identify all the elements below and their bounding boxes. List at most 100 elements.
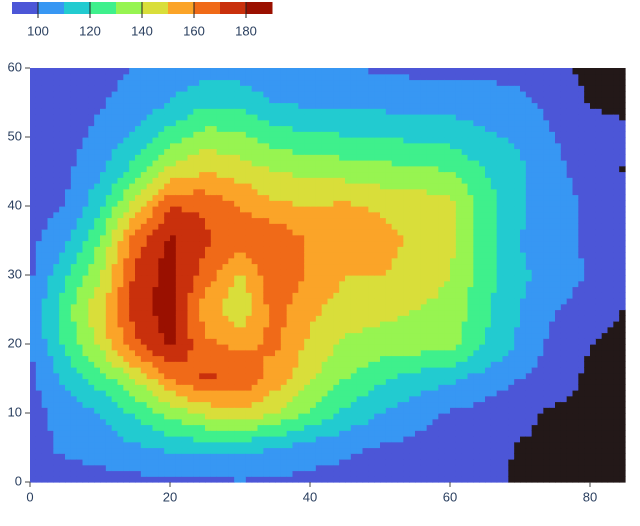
contour-cell [339,447,346,454]
contour-cell [275,269,282,276]
contour-cell [560,430,568,437]
contour-cell [385,453,393,460]
contour-cell [304,447,311,454]
contour-cell [368,413,375,420]
contour-cell [280,470,288,477]
contour-cell [82,395,89,403]
contour-cell [409,459,416,466]
contour-cell [181,344,189,351]
contour-cell [566,430,574,437]
contour-cell [280,344,288,351]
contour-cell [485,229,492,236]
contour-cell [240,326,247,334]
contour-cell [140,361,148,368]
contour-cell [531,372,539,380]
contour-cell [228,292,235,299]
contour-cell [473,229,480,236]
contour-cell [158,372,165,380]
contour-cell [205,413,212,420]
contour-cell [257,309,264,316]
contour-cell [560,378,568,385]
contour-cell [420,372,428,380]
contour-cell [595,315,603,322]
contour-cell [455,424,463,431]
contour-cell [415,303,422,311]
contour-cell [269,280,276,288]
contour-cell [333,372,340,380]
contour-cell [222,275,229,282]
contour-cell [304,303,311,311]
contour-cell [269,418,276,426]
contour-cell [94,436,101,443]
contour-cell [100,390,107,397]
contour-cell [496,240,504,247]
contour-cell [234,453,241,460]
contour-cell [199,223,206,230]
contour-cell [374,355,381,362]
contour-cell [216,407,224,414]
contour-cell [298,441,305,449]
contour-cell [426,217,434,224]
contour-cell [304,441,311,449]
contour-cell [362,286,369,293]
contour-cell [362,223,369,230]
contour-cell [438,390,445,397]
contour-cell [590,413,597,420]
contour-cell [450,298,457,305]
contour-cell [415,315,422,322]
contour-cell [76,332,84,339]
contour-cell [339,257,346,265]
contour-cell [362,441,369,449]
contour-cell [356,459,364,466]
contour-cell [520,206,527,213]
contour-cell [251,378,259,385]
contour-cell [59,321,66,328]
contour-cell [100,361,107,368]
contour-cell [234,206,241,213]
contour-cell [240,459,247,466]
contour-cell [339,384,346,391]
contour-cell [187,401,194,408]
contour-cell [520,378,527,385]
contour-cell [245,453,253,460]
contour-cell [514,223,521,230]
contour-cell [216,298,224,305]
contour-cell [426,240,434,247]
contour-cell [490,332,498,339]
contour-cell [298,234,305,242]
contour-cell [315,395,323,403]
contour-cell [385,269,393,276]
contour-cell [432,263,439,270]
contour-cell [275,246,282,253]
contour-cell [187,332,194,339]
contour-cell [566,206,574,213]
contour-cell [397,217,404,224]
contour-cell [286,401,294,408]
contour-cell [397,436,404,443]
contour-cell [269,246,276,253]
contour-cell [263,476,270,483]
contour-cell [496,217,504,224]
contour-cell [321,436,329,443]
contour-cell [123,464,130,472]
contour-cell [450,436,457,443]
contour-cell [257,441,264,449]
contour-cell [455,246,463,253]
contour-cell [100,476,107,483]
contour-cell [88,436,95,443]
contour-cell [444,332,451,339]
contour-cell [397,269,404,276]
contour-cell [531,275,539,282]
contour-cell [613,447,620,454]
contour-cell [584,321,591,328]
contour-cell [88,430,95,437]
contour-cell [327,407,334,414]
contour-cell [356,246,364,253]
contour-cell [520,298,527,305]
contour-cell [426,390,434,397]
contour-cell [257,476,264,483]
contour-cell [409,217,416,224]
contour-cell [111,413,119,420]
contour-cell [473,430,480,437]
contour-cell [187,476,194,483]
